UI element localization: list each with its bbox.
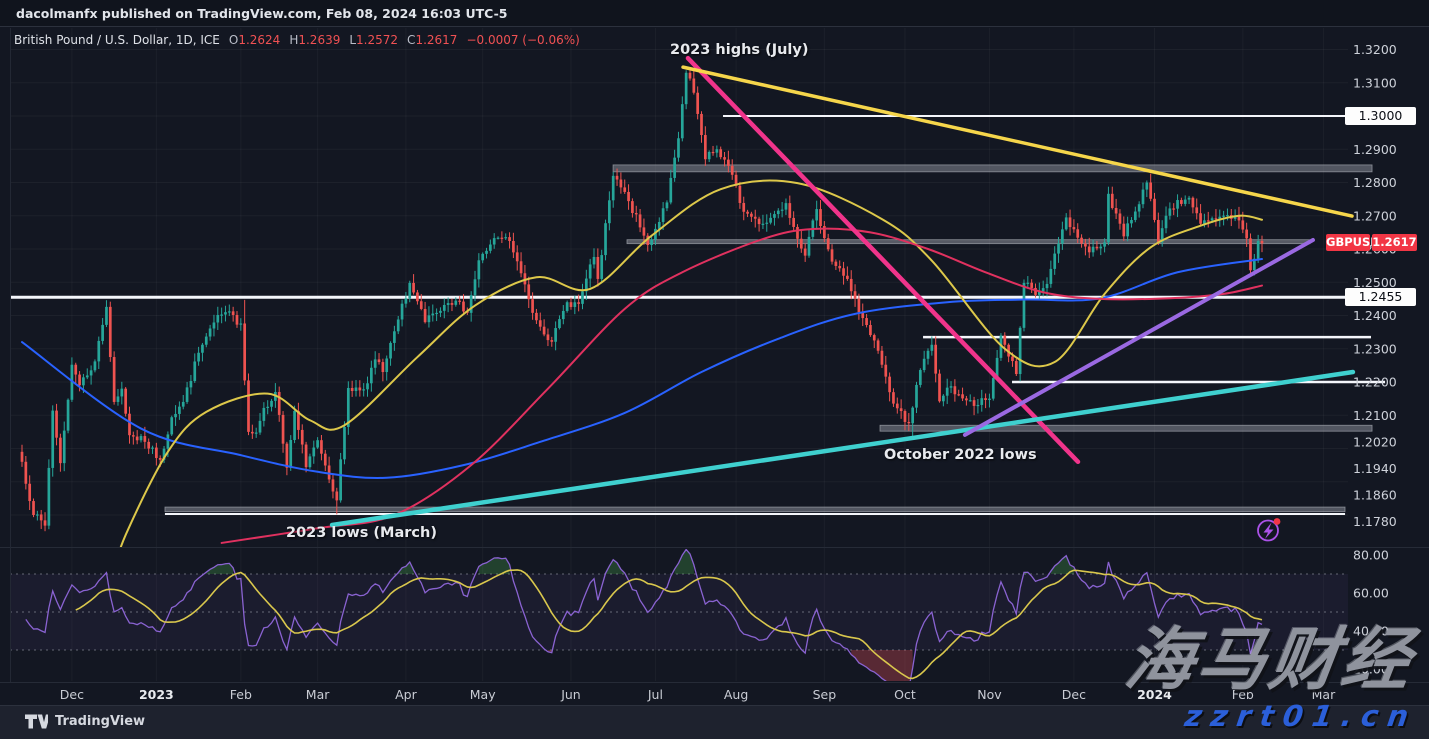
candles-layer[interactable] xyxy=(20,68,1264,532)
rsi-zone-fill xyxy=(547,650,913,681)
time-tick: May xyxy=(470,687,496,702)
rsi-pane[interactable] xyxy=(10,549,1348,688)
close-label: C xyxy=(407,33,416,47)
close-value: 1.2617 xyxy=(415,33,458,47)
high-value: 1.2639 xyxy=(298,33,341,47)
lightning-bolt-icon xyxy=(1263,522,1274,539)
level-band xyxy=(612,164,1373,173)
symbol-legend[interactable]: British Pound / U.S. Dollar, 1D, ICE O1.2… xyxy=(14,33,580,47)
rsi-zone-fill xyxy=(206,549,1074,574)
time-tick: Nov xyxy=(977,687,1002,702)
open-value: 1.2624 xyxy=(238,33,281,47)
attribution-text[interactable]: dacolmanfx published on TradingView.com,… xyxy=(16,6,508,21)
high-label: H xyxy=(289,33,299,47)
time-tick: Dec xyxy=(1062,687,1086,702)
level-band xyxy=(879,424,1373,432)
rsi-line xyxy=(25,549,1263,681)
time-tick: Mar xyxy=(1312,687,1336,702)
bottom-toolbar: TradingView xyxy=(0,705,1429,739)
rsi-ma-line xyxy=(75,569,1263,680)
moving-averages xyxy=(21,179,1263,547)
notification-dot xyxy=(1273,518,1281,525)
level-badge-1-2455: 1.2455 xyxy=(1345,288,1416,306)
low-label: L xyxy=(349,33,357,47)
price-axis[interactable]: 1.32001.31001.29001.28001.27001.26001.25… xyxy=(1353,42,1397,677)
price-tick: 1.2300 xyxy=(1353,341,1397,356)
pane-dividers xyxy=(0,28,1429,683)
rsi-tick: 40.00 xyxy=(1353,624,1389,639)
low-value: 1.2572 xyxy=(356,33,399,47)
price-tick: 1.2100 xyxy=(1353,408,1397,423)
watermark-chinese: 海马财经 xyxy=(1120,621,1420,700)
gridlines xyxy=(10,28,1348,681)
annotation-october-2022-lows: October 2022 lows xyxy=(884,447,1037,463)
time-axis[interactable]: Dec 2023 Feb Mar Apr May Jun Jul Aug Sep Oct Nov Dec… xyxy=(60,687,1336,702)
price-tick: 1.2800 xyxy=(1353,175,1397,190)
time-tick: Apr xyxy=(395,687,417,702)
trendlines[interactable] xyxy=(329,55,1356,528)
price-tick: 1.1860 xyxy=(1353,488,1397,503)
rsi-tick: 60.00 xyxy=(1353,586,1389,601)
last-price-symbol: GBPUSD xyxy=(1326,234,1380,251)
ma-blue xyxy=(21,257,1263,479)
last-price-badge: GBPUSD 1.2617 xyxy=(1326,234,1417,251)
time-tick: Oct xyxy=(894,687,916,702)
price-tick: 1.2700 xyxy=(1353,208,1397,223)
tradingview-logo[interactable]: TradingView xyxy=(25,714,145,729)
time-tick: Dec xyxy=(60,687,84,702)
change-value: −0.0007 (−0.06%) xyxy=(466,33,580,47)
open-label: O xyxy=(228,33,239,47)
price-tick: 1.2500 xyxy=(1353,275,1397,290)
tradingview-logo-text: TradingView xyxy=(55,714,146,729)
time-tick: Sep xyxy=(813,687,837,702)
time-tick: Feb xyxy=(1232,687,1254,702)
ma-yellow xyxy=(119,179,1263,547)
flash-reaction-icon[interactable] xyxy=(1257,518,1281,542)
level-band xyxy=(626,239,1311,245)
time-tick: Jul xyxy=(647,687,663,702)
level-band xyxy=(164,506,1346,513)
time-tick: Aug xyxy=(724,687,748,702)
short-term-uptrend xyxy=(962,238,1315,437)
price-tick: 1.2020 xyxy=(1353,434,1397,449)
price-tick: 1.2900 xyxy=(1353,142,1397,157)
price-tick: 1.2400 xyxy=(1353,308,1397,323)
price-tick: 1.2200 xyxy=(1353,375,1397,390)
annotation-2023-highs: 2023 highs (July) xyxy=(670,42,809,58)
price-tick: 1.1780 xyxy=(1353,514,1397,529)
time-tick: 2024 xyxy=(1137,687,1172,702)
rsi-tick: 80.00 xyxy=(1353,548,1389,563)
ma-crimson xyxy=(220,227,1263,544)
tradingview-logo-icon xyxy=(25,714,48,729)
attribution-bar: dacolmanfx published on TradingView.com,… xyxy=(0,0,1429,27)
time-tick: 2023 xyxy=(139,687,174,702)
time-tick: Feb xyxy=(230,687,252,702)
price-tick: 1.3100 xyxy=(1353,75,1397,90)
time-tick: Jun xyxy=(560,687,581,702)
main-pane[interactable] xyxy=(0,55,1386,581)
rsi-tick: 20.00 xyxy=(1353,662,1389,677)
price-tick: 1.1940 xyxy=(1353,461,1397,476)
rising-support-from-march-lows xyxy=(329,369,1356,528)
watermark-url: zzrt01.cn xyxy=(1182,699,1420,733)
price-tick: 1.3200 xyxy=(1353,42,1397,57)
support-resistance-levels[interactable] xyxy=(0,115,1386,516)
descending-resistance xyxy=(681,65,1354,218)
steep-decline-from-july-high xyxy=(685,55,1081,465)
level-badge-1-3000: 1.3000 xyxy=(1345,107,1416,125)
time-tick: Mar xyxy=(306,687,330,702)
annotation-2023-lows: 2023 lows (March) xyxy=(286,525,437,541)
last-price-value: 1.2617 xyxy=(1372,234,1417,251)
symbol-title: British Pound / U.S. Dollar, 1D, ICE xyxy=(14,33,220,47)
